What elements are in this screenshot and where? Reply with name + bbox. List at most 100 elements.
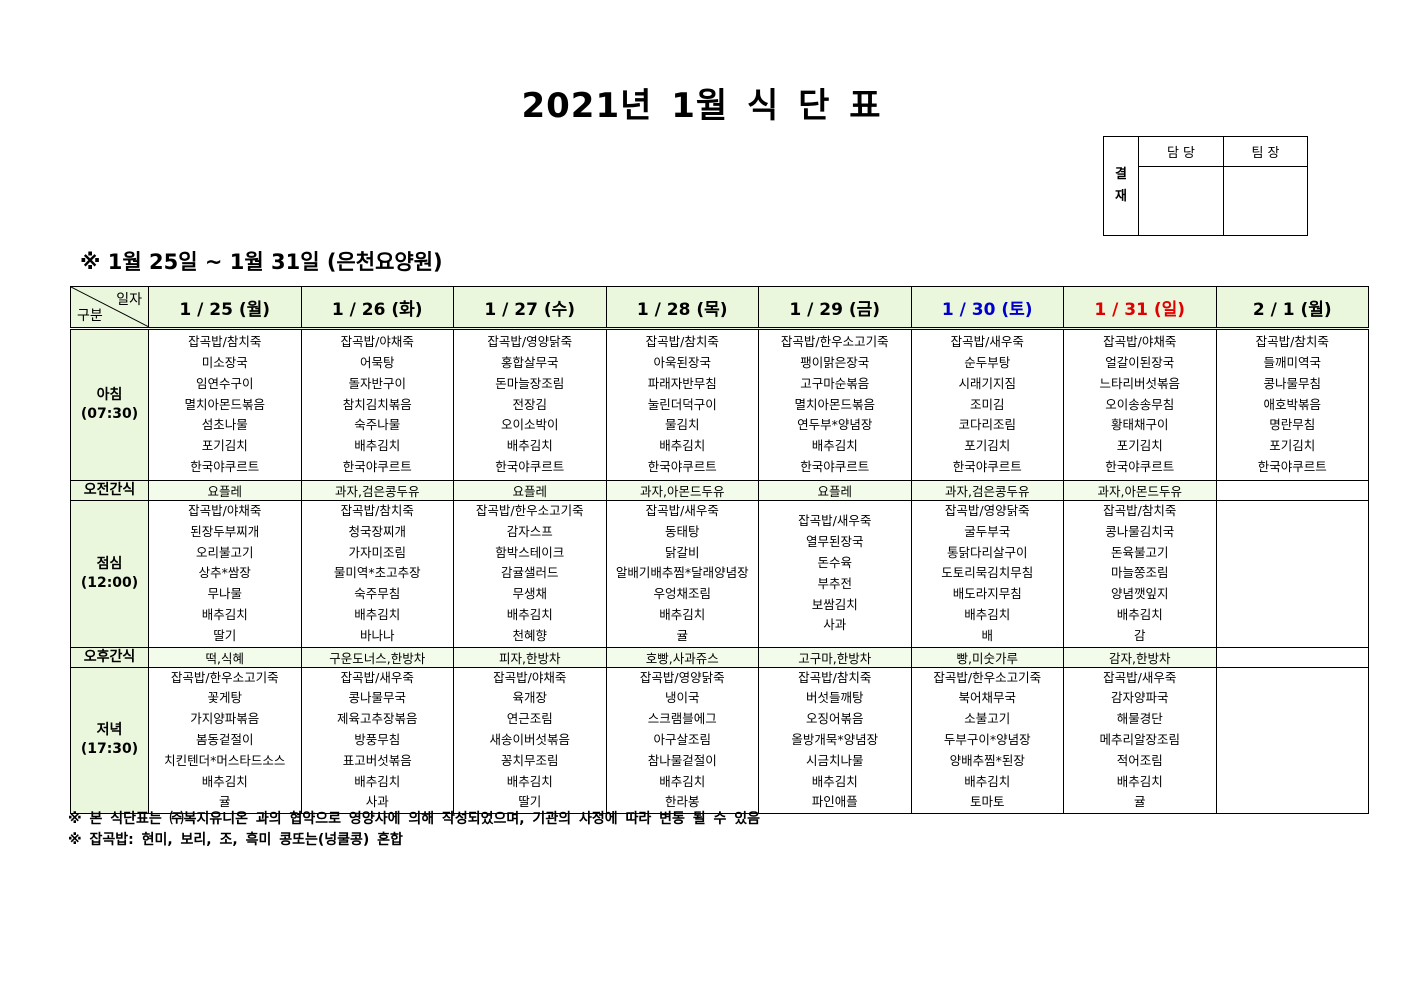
menu-item: 눌린더덕구이 — [647, 396, 717, 412]
menu-item: 마늘쫑조림 — [1110, 565, 1169, 581]
menu-item: 귤 — [218, 794, 231, 810]
meal-label-breakfast: 아침 (07:30) — [70, 328, 149, 481]
menu-list: 잡곡밥/참치죽 청국장찌개 가자미조림 물미역*초고추장 숙주무침 배추김치 바나나 — [302, 501, 454, 647]
menu-item: 숙주나물 — [354, 417, 401, 433]
menu-item: 배추김치 — [659, 773, 706, 789]
menu-item: 돈마늘장조림 — [495, 375, 565, 391]
approval-sign-team-lead[interactable] — [1223, 166, 1308, 236]
menu-item: 잡곡밥/참치죽 — [188, 334, 262, 350]
menu-item: 귤 — [676, 627, 688, 643]
menu-item: 잡곡밥/참치죽 — [1103, 503, 1177, 518]
dinner-cell: 잡곡밥/참치죽 버섯들깨탕 오징어볶음 올방개묵*양념장 시금치나물 배추김치 파인애플 — [758, 666, 912, 815]
menu-item: 바나나 — [359, 627, 395, 643]
menu-item: 콩나물김치국 — [1105, 523, 1175, 539]
menu-item: 무나물 — [207, 586, 242, 602]
menu-item: 연근조림 — [506, 711, 553, 727]
menu-item: 양배추찜*된장 — [949, 752, 1025, 768]
menu-list: 잡곡밥/새우죽 동태탕 닭갈비 알배기배추찜*달래양념장 우엉채조림 배추김치 귤 — [607, 501, 759, 647]
menu-list: 잡곡밥/한우소고기죽 꽃게탕 가지양파볶음 봄동겉절이 치킨텐더*머스타드소스 배추김치 귤 — [149, 668, 301, 814]
day-header: 1 / 29 (금) — [758, 286, 912, 330]
menu-item: 홍합살무국 — [500, 355, 559, 370]
menu-item: 육개장 — [512, 690, 547, 706]
breakfast-cell: 잡곡밥/참치죽 들깨미역국 콩나물무침 애호박볶음 명란무침 포기김치 한국야쿠르트 — [1215, 328, 1369, 481]
menu-item: 배추김치 — [811, 438, 858, 454]
dinner-cell: 잡곡밥/한우소고기죽 북어채무국 소불고기 두부구이*양념장 양배추찜*된장 배추김치 토마… — [910, 666, 1064, 815]
dinner-cell: 잡곡밥/새우죽 콩나물무국 제육고추장볶음 방풍무침 표고버섯볶음 배추김치 사과 — [300, 666, 454, 815]
menu-item: 잡곡밥/영양닭죽 — [487, 334, 573, 350]
menu-list: 잡곡밥/영양닭죽 굴두부국 통닭다리살구이 도토리묵김치무침 배도라지무침 배추김치 배 — [912, 501, 1064, 647]
corner-category-label: 구분 — [77, 308, 103, 324]
menu-item: 잡곡밥/영양닭죽 — [944, 503, 1030, 518]
week-subtitle: ※ 1월 25일 ~ 1월 31일 (은천요양원) — [80, 250, 443, 274]
breakfast-cell: 잡곡밥/참치죽 아욱된장국 파래자반무침 눌린더덕구이 물김치 배추김치 한국야쿠르트 — [605, 328, 759, 481]
menu-item: 가지양파볶음 — [190, 711, 260, 727]
menu-item: 버섯들깨탕 — [805, 690, 864, 706]
lunch-cell: 잡곡밥/참치죽 청국장찌개 가자미조림 물미역*초고추장 숙주무침 배추김치 바나나 — [300, 500, 454, 648]
menu-item: 잡곡밥/새우죽 — [950, 334, 1024, 350]
am-snack-cell: 요플레 — [758, 480, 912, 501]
menu-item: 잡곡밥/참치죽 — [798, 669, 872, 685]
menu-item: 감자양파국 — [1110, 690, 1169, 706]
menu-item: 잡곡밥/새우죽 — [798, 513, 872, 529]
menu-item: 한국야쿠르트 — [1105, 458, 1175, 474]
menu-item: 물미역*초고추장 — [333, 565, 421, 581]
menu-item: 잡곡밥/참치죽 — [645, 334, 719, 350]
menu-list: 잡곡밥/야채죽 된장두부찌개 오리불고기 상추*쌈장 무나물 배추김치 딸기 — [149, 501, 301, 647]
page-title: 2021년 1월 식 단 표 — [521, 86, 882, 126]
menu-item: 콩나물무국 — [348, 690, 406, 706]
menu-item: 잡곡밥/한우소고기죽 — [475, 503, 584, 518]
menu-item: 연두부*양념장 — [797, 417, 873, 433]
menu-item: 포기김치 — [964, 438, 1011, 454]
am-snack-cell: 요플레 — [148, 480, 302, 501]
menu-item: 느타리버섯볶음 — [1099, 375, 1180, 391]
menu-item: 감 — [1133, 627, 1146, 643]
menu-item: 감자스프 — [506, 523, 553, 539]
menu-item: 잡곡밥/새우죽 — [340, 669, 414, 685]
approval-sign-manager[interactable] — [1138, 166, 1224, 236]
menu-item: 들깨미역국 — [1263, 355, 1321, 370]
menu-item: 멸치아몬드볶음 — [184, 396, 265, 412]
menu-item: 스크램블에그 — [647, 711, 717, 727]
menu-item: 파래자반무침 — [647, 375, 717, 391]
menu-item: 임연수구이 — [195, 375, 254, 391]
menu-item: 한국야쿠르트 — [342, 458, 412, 474]
menu-item: 미소장국 — [201, 355, 248, 370]
menu-item: 천혜향 — [512, 627, 547, 643]
menu-item: 오징어볶음 — [805, 711, 864, 727]
menu-item: 봄동겉절이 — [195, 731, 254, 747]
menu-item: 한국야쿠르트 — [647, 458, 717, 474]
menu-item: 귤 — [1133, 794, 1146, 810]
menu-item: 배추김치 — [506, 606, 553, 622]
menu-list: 잡곡밥/참치죽 버섯들깨탕 오징어볶음 올방개묵*양념장 시금치나물 배추김치 파인애플 — [759, 668, 911, 814]
menu-item: 포기김치 — [1116, 438, 1163, 454]
menu-list: 잡곡밥/야채죽 육개장 연근조림 새송이버섯볶음 꽁치무조림 배추김치 딸기 — [454, 668, 606, 814]
pm-snack-cell: 감자,한방차 — [1063, 646, 1217, 668]
menu-item: 배추김치 — [506, 438, 553, 454]
lunch-cell: 잡곡밥/새우죽 열무된장국 돈수육 부추전 보쌈김치 사과 — [758, 500, 912, 648]
day-header: 1 / 30 (토) — [910, 286, 1064, 330]
breakfast-cell: 잡곡밥/야채죽 어묵탕 돌자반구이 참치김치볶음 숙주나물 배추김치 한국야쿠르트 — [300, 328, 454, 481]
menu-item: 한국야쿠르트 — [190, 458, 260, 474]
menu-item: 돈육불고기 — [1110, 544, 1169, 560]
menu-item: 잡곡밥/새우죽 — [1103, 669, 1177, 685]
day-header: 1 / 28 (목) — [605, 286, 759, 330]
menu-list: 잡곡밥/한우소고기죽 팽이맑은장국 고구마순볶음 멸치아몬드볶음 연두부*양념장 배추김치… — [759, 332, 911, 478]
menu-item: 배추김치 — [964, 606, 1011, 622]
menu-item: 조미김 — [969, 396, 1005, 412]
dinner-cell: 잡곡밥/한우소고기죽 꽃게탕 가지양파볶음 봄동겉절이 치킨텐더*머스타드소스 배추김치 귤 — [148, 666, 302, 815]
menu-item: 배도라지무침 — [952, 586, 1022, 602]
menu-item: 오이송송무침 — [1105, 396, 1175, 412]
approval-header-team-lead: 팀 장 — [1223, 136, 1308, 167]
menu-item: 메추리알장조림 — [1099, 731, 1180, 747]
menu-item: 부추전 — [817, 575, 852, 591]
menu-item: 콩나물무침 — [1263, 375, 1321, 391]
dinner-cell: 잡곡밥/영양닭죽 냉이국 스크램블에그 아구살조림 참나물겉절이 배추김치 한라봉 — [605, 666, 759, 815]
menu-item: 잡곡밥/야채죽 — [340, 334, 414, 350]
menu-item: 열무된장국 — [805, 534, 864, 550]
menu-list: 잡곡밥/야채죽 어묵탕 돌자반구이 참치김치볶음 숙주나물 배추김치 한국야쿠르트 — [302, 332, 454, 478]
menu-item: 도토리묵김치무침 — [941, 565, 1034, 581]
menu-item: 배추김치 — [964, 773, 1011, 789]
menu-item: 닭갈비 — [664, 544, 700, 560]
diagonal-divider — [71, 287, 149, 327]
menu-item: 시금치나물 — [805, 752, 864, 768]
